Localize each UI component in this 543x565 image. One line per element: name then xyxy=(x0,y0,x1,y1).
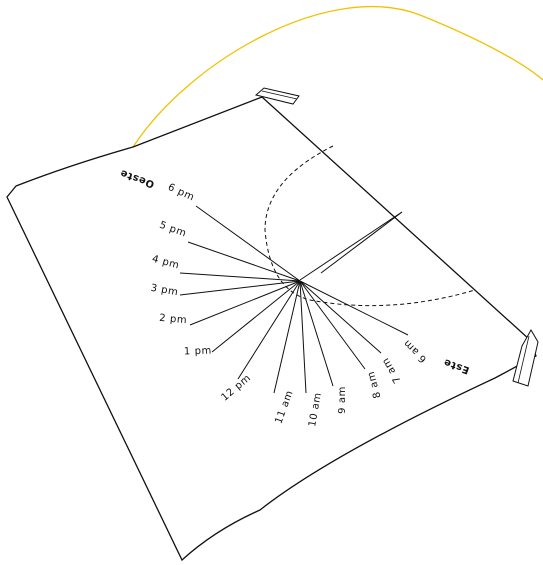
hour-line-6-pm xyxy=(195,205,301,282)
paper-sheet xyxy=(6,96,537,562)
hour-label-2-pm: 2 pm xyxy=(159,313,188,326)
hour-lines xyxy=(179,205,409,394)
hour-line-12-pm xyxy=(237,280,301,380)
hour-line-3-pm xyxy=(179,280,301,296)
hour-line-2-pm xyxy=(189,280,301,326)
sun-path-arc xyxy=(132,5,543,148)
hour-line-7-am xyxy=(299,280,382,354)
hour-label-3-pm: 3 pm xyxy=(150,283,180,299)
hour-line-4-pm xyxy=(179,272,301,282)
tape-right xyxy=(512,328,539,387)
dashed-arc xyxy=(264,145,476,307)
hour-line-10-am xyxy=(299,280,307,394)
tape-top xyxy=(254,87,300,105)
hour-label-9-am: 9 am xyxy=(337,386,348,414)
hour-line-1-pm xyxy=(211,280,301,353)
hour-line-8-am xyxy=(299,280,366,370)
gnomon xyxy=(299,211,403,281)
hour-label-1-pm: 1 pm xyxy=(184,346,212,358)
hour-line-11-am xyxy=(273,280,301,394)
hour-line-5-pm xyxy=(187,241,301,282)
hour-line-6-am xyxy=(299,280,409,336)
hour-line-9-am xyxy=(299,280,334,387)
